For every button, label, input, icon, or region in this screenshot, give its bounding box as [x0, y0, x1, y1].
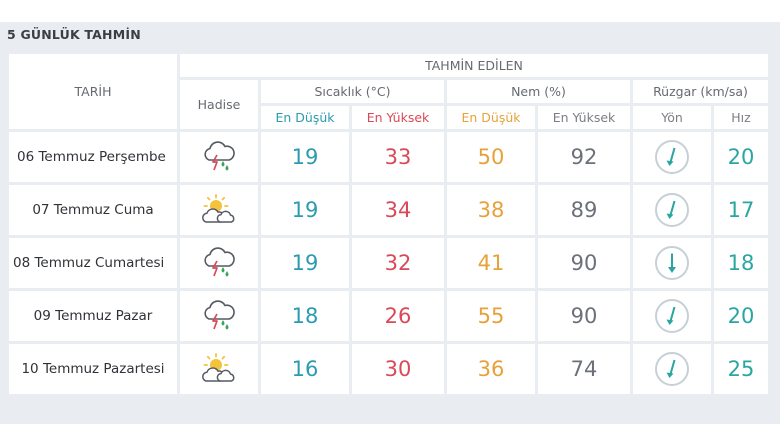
forecast-row: 07 Temmuz Cuma — [9, 185, 768, 235]
event-cell — [180, 291, 258, 341]
wind-direction-southwest-icon — [653, 191, 691, 229]
date-cell: 08 Temmuz Cumartesi — [9, 238, 177, 288]
date-cell: 06 Temmuz Perşembe — [9, 132, 177, 182]
humidity-min-value: 36 — [447, 344, 535, 394]
forecast-row: 06 Temmuz Perşembe 19 33 50 92 — [9, 132, 768, 182]
humidity-min-value: 55 — [447, 291, 535, 341]
forecast-table: TARİH TAHMİN EDİLEN Hadise Sıcaklık (°C)… — [6, 51, 771, 397]
humidity-max-header: En Yüksek — [538, 106, 630, 129]
wind-direction-cell — [633, 344, 711, 394]
humidity-max-value: 92 — [538, 132, 630, 182]
thunderstorm-rain-icon — [196, 297, 242, 335]
temperature-group-header: Sıcaklık (°C) — [261, 80, 444, 103]
wind-speed-value: 18 — [714, 238, 768, 288]
event-cell — [180, 132, 258, 182]
wind-direction-southwest-icon — [653, 138, 691, 176]
partly-cloudy-sun-icon — [196, 191, 242, 229]
panel-title: 5 GÜNLÜK TAHMİN — [7, 27, 141, 42]
humidity-max-value: 90 — [538, 238, 630, 288]
humidity-max-value: 90 — [538, 291, 630, 341]
humidity-max-value: 89 — [538, 185, 630, 235]
thunderstorm-rain-icon — [196, 138, 242, 176]
wind-direction-southwest-icon — [653, 350, 691, 388]
humidity-min-value: 38 — [447, 185, 535, 235]
humidity-min-value: 50 — [447, 132, 535, 182]
wind-direction-south-icon — [653, 244, 691, 282]
forecast-row: 09 Temmuz Pazar 18 26 55 90 — [9, 291, 768, 341]
temp-min-value: 19 — [261, 185, 349, 235]
forecast-row: 10 Temmuz Pazartesi — [9, 344, 768, 394]
event-cell — [180, 238, 258, 288]
event-column-header: Hadise — [180, 80, 258, 129]
wind-speed-value: 25 — [714, 344, 768, 394]
wind-speed-value: 20 — [714, 291, 768, 341]
date-cell: 09 Temmuz Pazar — [9, 291, 177, 341]
humidity-max-value: 74 — [538, 344, 630, 394]
wind-speed-value: 17 — [714, 185, 768, 235]
date-cell: 07 Temmuz Cuma — [9, 185, 177, 235]
humidity-group-header: Nem (%) — [447, 80, 630, 103]
wind-direction-cell — [633, 291, 711, 341]
partly-cloudy-sun-icon — [196, 350, 242, 388]
temp-max-value: 32 — [352, 238, 444, 288]
temp-min-value: 18 — [261, 291, 349, 341]
event-cell — [180, 185, 258, 235]
temp-max-value: 33 — [352, 132, 444, 182]
forecast-row: 08 Temmuz Cumartesi 19 32 41 90 — [9, 238, 768, 288]
temp-min-value: 16 — [261, 344, 349, 394]
wind-direction-southwest-icon — [653, 297, 691, 335]
temp-min-header: En Düşük — [261, 106, 349, 129]
temp-max-value: 34 — [352, 185, 444, 235]
date-column-header: TARİH — [9, 54, 177, 129]
event-cell — [180, 344, 258, 394]
forecast-panel: 5 GÜNLÜK TAHMİN TARİH TAHMİN EDİLEN Hadi… — [0, 22, 780, 424]
wind-direction-header: Yön — [633, 106, 711, 129]
predicted-header: TAHMİN EDİLEN — [180, 54, 768, 77]
wind-direction-cell — [633, 185, 711, 235]
humidity-min-value: 41 — [447, 238, 535, 288]
temp-max-header: En Yüksek — [352, 106, 444, 129]
wind-direction-cell — [633, 238, 711, 288]
temp-max-value: 30 — [352, 344, 444, 394]
date-cell: 10 Temmuz Pazartesi — [9, 344, 177, 394]
humidity-min-header: En Düşük — [447, 106, 535, 129]
temp-max-value: 26 — [352, 291, 444, 341]
temp-min-value: 19 — [261, 238, 349, 288]
temp-min-value: 19 — [261, 132, 349, 182]
wind-speed-header: Hız — [714, 106, 768, 129]
wind-speed-value: 20 — [714, 132, 768, 182]
thunderstorm-rain-icon — [196, 244, 242, 282]
wind-group-header: Rüzgar (km/sa) — [633, 80, 768, 103]
wind-direction-cell — [633, 132, 711, 182]
